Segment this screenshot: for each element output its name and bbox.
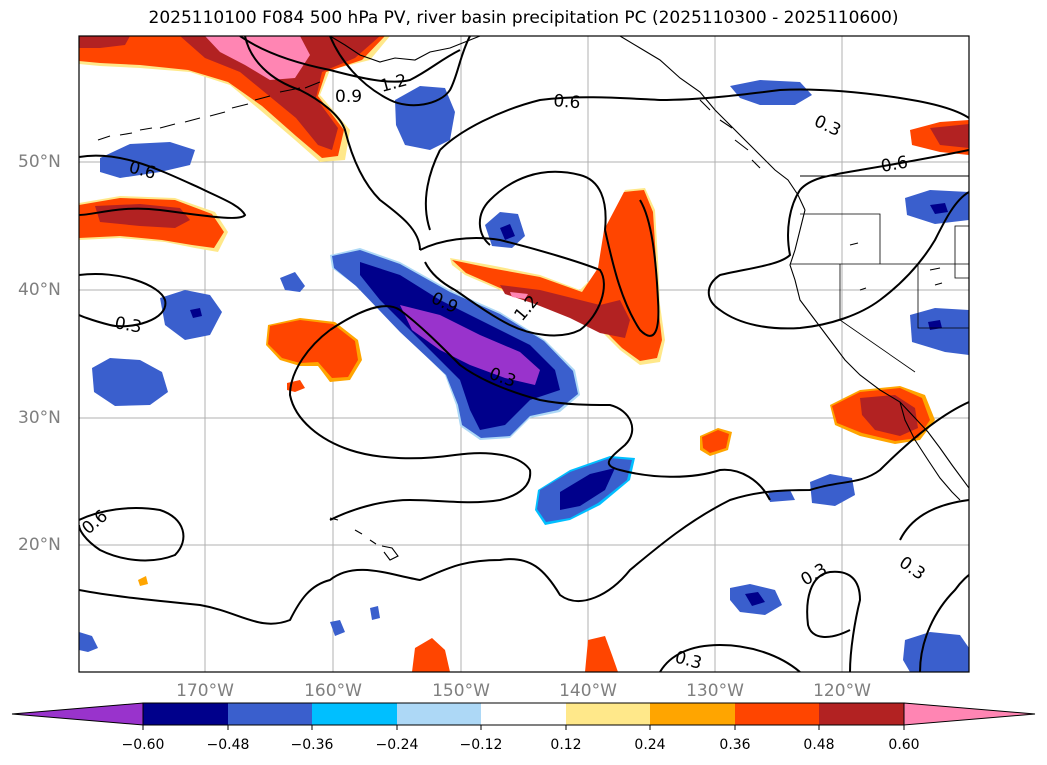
lon-label: 140°W	[559, 681, 617, 701]
contour-labels: 0.6 0.9 1.2 0.6 0.3 0.6 0.9 1.2 0.3 0.3 …	[79, 71, 929, 674]
lon-label: 160°W	[304, 681, 362, 701]
colorbar-tick-label: −0.24	[375, 737, 419, 753]
lat-label: 20°N	[18, 535, 61, 555]
colorbar	[11, 702, 1036, 730]
lat-label: 50°N	[18, 152, 61, 172]
colorbar-tick-label: −0.60	[121, 737, 165, 753]
contour-label: 0.3	[113, 313, 143, 337]
map-frame	[78, 35, 970, 673]
negative-shading	[79, 80, 969, 672]
contour-label: 0.6	[879, 153, 909, 177]
map-content: 0.6 0.9 1.2 0.6 0.3 0.6 0.9 1.2 0.3 0.3 …	[79, 36, 969, 674]
colorbar-tick-label: 0.60	[888, 737, 920, 753]
colorbar-tick-label: −0.36	[290, 737, 334, 753]
lon-label: 130°W	[686, 681, 744, 701]
lat-label: 30°N	[18, 408, 61, 428]
pv-contours	[79, 36, 969, 672]
contour-label: 0.3	[673, 648, 704, 674]
contour-label: 1.2	[378, 71, 409, 97]
colorbar-extend-high	[903, 702, 1036, 726]
lon-label: 150°W	[432, 681, 490, 701]
contour-label: 0.3	[895, 553, 929, 585]
colorbar-tick-label: 0.48	[803, 737, 835, 753]
chart-title: 2025110100 F084 500 hPa PV, river basin …	[148, 8, 899, 28]
lat-label: 40°N	[18, 280, 61, 300]
contour-label: 0.9	[335, 87, 362, 107]
lon-label: 120°W	[813, 681, 871, 701]
colorbar-tick-label: 0.36	[719, 737, 751, 753]
contour-label: 0.6	[553, 91, 582, 113]
colorbar-tick-label: 0.24	[634, 737, 666, 753]
colorbar-extend-low	[11, 702, 144, 726]
colorbar-tick-label: −0.48	[206, 737, 250, 753]
contour-label: 0.3	[798, 559, 831, 590]
lon-label: 170°W	[176, 681, 234, 701]
colorbar-tick-label: −0.12	[459, 737, 503, 753]
colorbar-tick-label: 0.12	[550, 737, 582, 753]
contour-label: 0.3	[811, 111, 844, 141]
